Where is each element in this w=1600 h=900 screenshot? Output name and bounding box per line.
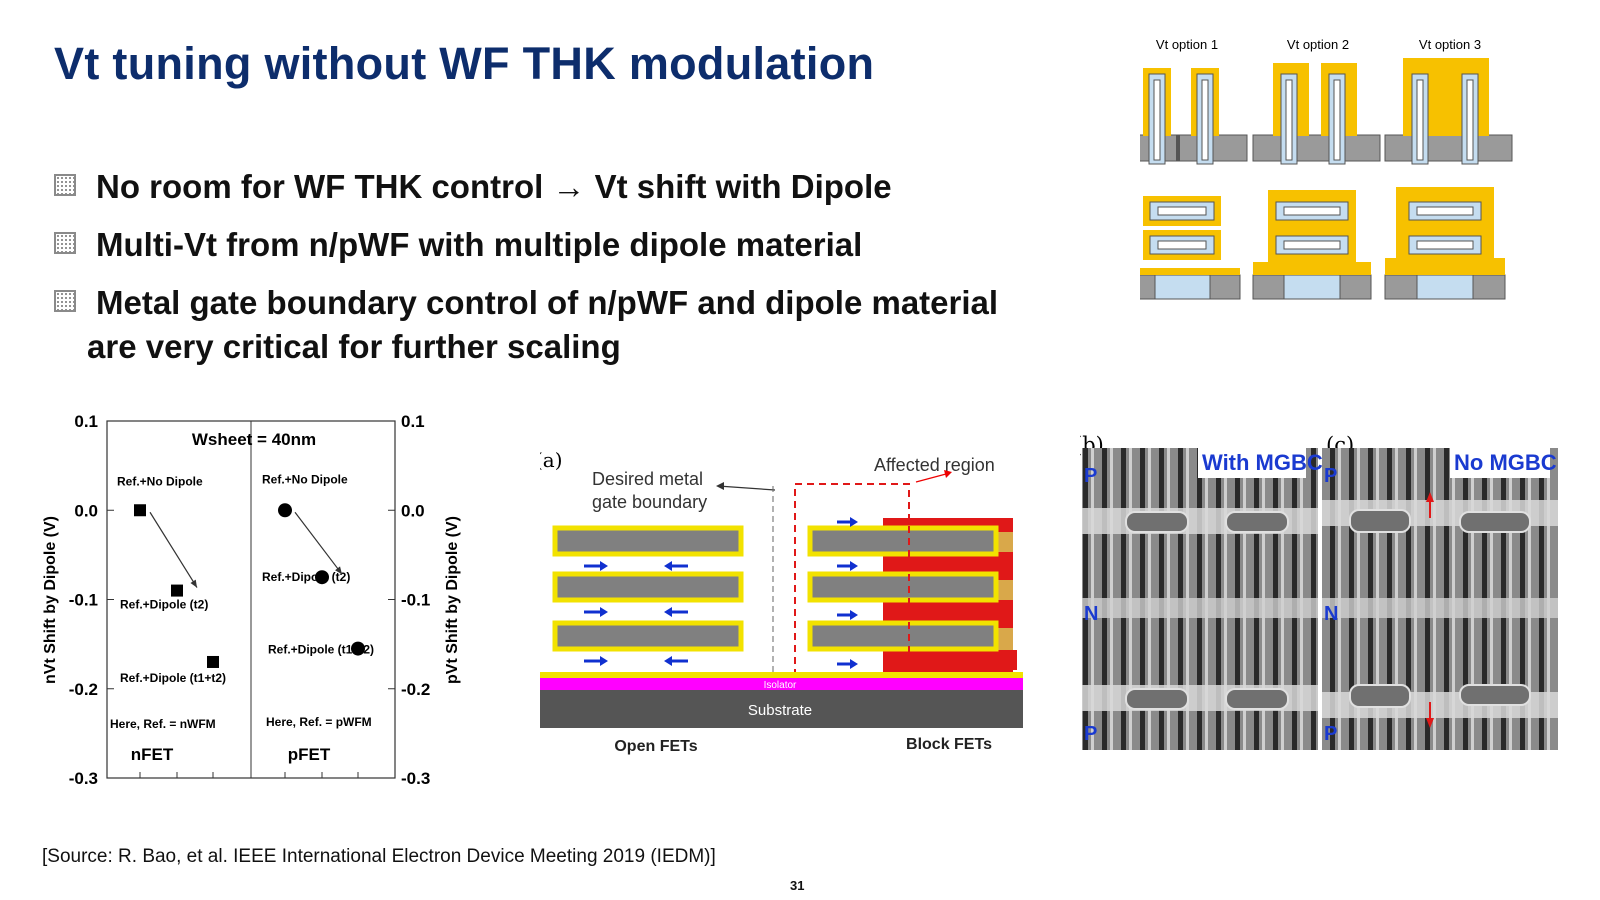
trend-arrow-line bbox=[149, 511, 198, 588]
mgb-schematic: (a) Desired metal gate boundary Affected… bbox=[540, 448, 1023, 755]
y-tick-label-right: -0.2 bbox=[401, 680, 430, 699]
source-citation: [Source: R. Bao, et al. IEEE Internation… bbox=[42, 846, 716, 867]
y-tick-label-left: 0.0 bbox=[74, 501, 98, 520]
data-label: Ref.+No Dipole bbox=[262, 472, 348, 486]
checkbox-bullet-icon bbox=[54, 290, 76, 312]
bullet-3: Metal gate boundary control of n/pWF and… bbox=[54, 284, 998, 322]
vt-option-2-fin bbox=[1252, 63, 1381, 165]
block-fets-arrows bbox=[837, 517, 858, 669]
desired-label-line1: Desired metal bbox=[592, 469, 703, 489]
desired-leader-line bbox=[717, 485, 776, 491]
y-ticks-right: 0.1 0.0 -0.1 -0.2 -0.3 bbox=[388, 412, 430, 788]
desired-label-line2: gate boundary bbox=[592, 492, 707, 512]
y-axis-label-left: nVt Shift by Dipole (V) bbox=[42, 516, 59, 684]
block-fets-stack bbox=[807, 518, 1017, 673]
vt-option-1-nanosheet bbox=[1140, 196, 1241, 300]
data-label: Ref.+Dipole (t1+t2) bbox=[268, 643, 374, 657]
pfet-ref-note: Here, Ref. = pWFM bbox=[266, 715, 372, 729]
nfet-panel-label: nFET bbox=[131, 745, 174, 764]
data-label: Ref.+Dipole (t1+t2) bbox=[120, 671, 226, 685]
trend-arrowhead-icon bbox=[190, 579, 197, 588]
y-tick-label-right: 0.0 bbox=[401, 501, 425, 520]
data-point-nfet bbox=[134, 504, 146, 517]
isolator-label: Isolator bbox=[764, 680, 797, 691]
affected-leader-line bbox=[915, 473, 947, 483]
nfet-ref-note: Here, Ref. = nWFM bbox=[110, 717, 216, 731]
y-tick-label-right: -0.1 bbox=[401, 591, 430, 610]
block-fets-label: Block FETs bbox=[906, 736, 992, 753]
substrate-layer bbox=[540, 690, 1023, 728]
open-fets-stack bbox=[552, 525, 744, 652]
bullet-2: Multi-Vt from n/pWF with multiple dipole… bbox=[54, 226, 862, 264]
trend-arrowhead-icon bbox=[335, 566, 342, 575]
bullet-3-text: Metal gate boundary control of n/pWF and… bbox=[96, 284, 999, 321]
chart-title: Wsheet = 40nm bbox=[192, 430, 316, 449]
data-point-pfet bbox=[278, 503, 292, 518]
data-point-pfet bbox=[351, 641, 365, 656]
trend-arrow-line bbox=[294, 511, 343, 575]
region-label-p-bottom-b: P bbox=[1084, 723, 1097, 745]
y-tick-label-right: 0.1 bbox=[401, 412, 425, 431]
data-point-pfet bbox=[315, 570, 329, 585]
dipole-vt-chart: 0.1 0.0 -0.1 -0.2 -0.3 0.1 0.0 -0.1 -0.2 -0.3 Ws… bbox=[42, 412, 461, 788]
no-mgbc-label: No MGBC bbox=[1454, 450, 1557, 475]
bullet-1-text: No room for WF THK control → Vt shift wi… bbox=[96, 168, 892, 205]
substrate-label: Substrate bbox=[748, 702, 812, 719]
data-label: Ref.+No Dipole bbox=[117, 474, 203, 488]
y-tick-label-left: 0.1 bbox=[74, 412, 98, 431]
desired-arrowhead-icon bbox=[716, 482, 724, 490]
y-axis-label-right: pVt Shift by Dipole (V) bbox=[444, 516, 461, 684]
y-tick-label-left: -0.2 bbox=[69, 680, 98, 699]
slide-title: Vt tuning without WF THK modulation bbox=[54, 38, 875, 89]
gate-dielectric-layer bbox=[540, 672, 1023, 678]
vt-option-1-label: Vt option 1 bbox=[1156, 37, 1218, 52]
region-label-p-top-c: P bbox=[1324, 465, 1337, 487]
data-label: Ref.+Dipole (t2) bbox=[262, 570, 350, 584]
isolator-layer bbox=[540, 678, 1023, 690]
vt-option-2-label: Vt option 2 bbox=[1287, 37, 1349, 52]
tem-images: (b) (c) With MGBC No MGBC P N P P N P bbox=[1080, 433, 1558, 750]
checkbox-bullet-icon bbox=[54, 232, 76, 254]
tem-image-with-mgbc bbox=[1082, 448, 1318, 750]
data-label: Ref.+Dipole (t2) bbox=[120, 598, 208, 612]
bullet-1: No room for WF THK control → Vt shift wi… bbox=[54, 168, 892, 206]
bullet-3-continuation: are very critical for further scaling bbox=[87, 328, 621, 365]
vt-options-diagram: Vt option 1 Vt option 2 Vt option 3 bbox=[1140, 37, 1513, 300]
pfet-panel-label: pFET bbox=[288, 745, 331, 764]
page-number: 31 bbox=[790, 878, 805, 893]
tem-region-labels: P N P P N P bbox=[1084, 465, 1338, 745]
bullet-2-text: Multi-Vt from n/pWF with multiple dipole… bbox=[96, 226, 863, 263]
vt-option-3-nanosheet bbox=[1384, 187, 1506, 300]
vt-option-1-fin bbox=[1140, 68, 1248, 165]
region-label-p-top-b: P bbox=[1084, 465, 1097, 487]
data-point-nfet bbox=[207, 655, 219, 668]
y-tick-label-left: -0.3 bbox=[69, 769, 98, 788]
checkbox-bullet-icon bbox=[54, 174, 76, 196]
vt-option-3-fin bbox=[1384, 58, 1513, 165]
vt-option-2-nanosheet bbox=[1252, 190, 1372, 300]
open-fets-arrows bbox=[584, 561, 688, 666]
chart-marks: Ref.+No Dipole Ref.+Dipole (t2) Ref.+Dipol… bbox=[117, 472, 374, 685]
region-label-n-b: N bbox=[1084, 603, 1098, 625]
y-ticks-left: 0.1 0.0 -0.1 -0.2 -0.3 bbox=[69, 412, 359, 788]
panel-a-label: (a) bbox=[540, 448, 563, 472]
data-point-nfet bbox=[171, 584, 183, 597]
affected-arrowhead-icon bbox=[944, 470, 952, 478]
affected-region-label: Affected region bbox=[874, 455, 995, 475]
vt-option-3-label: Vt option 3 bbox=[1419, 37, 1481, 52]
tem-image-no-mgbc bbox=[1322, 448, 1558, 750]
region-label-p-bottom-c: P bbox=[1324, 723, 1337, 745]
y-tick-label-left: -0.1 bbox=[69, 591, 98, 610]
y-tick-label-right: -0.3 bbox=[401, 769, 430, 788]
open-fets-label: Open FETs bbox=[614, 738, 697, 755]
with-mgbc-label: With MGBC bbox=[1202, 450, 1323, 475]
region-label-n-c: N bbox=[1324, 603, 1338, 625]
